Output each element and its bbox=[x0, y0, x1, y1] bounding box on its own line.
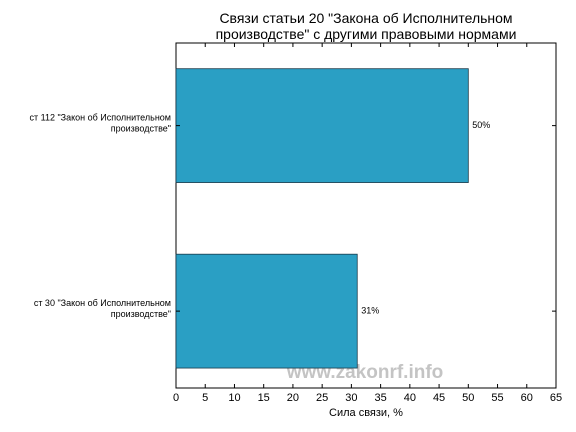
x-tick-label: 60 bbox=[521, 392, 533, 404]
bar bbox=[175, 68, 469, 183]
x-tick-label: 50 bbox=[462, 392, 474, 404]
bar bbox=[175, 253, 358, 369]
x-tick-label: 40 bbox=[404, 392, 416, 404]
x-tick-label: 5 bbox=[202, 392, 208, 404]
x-tick-label: 15 bbox=[258, 392, 270, 404]
x-tick-label: 10 bbox=[228, 392, 240, 404]
value-label: 31% bbox=[361, 306, 379, 316]
x-tick-label: 0 bbox=[173, 392, 179, 404]
chart-title: Связи статьи 20 "Закона об Исполнительно… bbox=[219, 10, 512, 26]
x-tick-label: 65 bbox=[550, 392, 562, 404]
x-tick-label: 55 bbox=[491, 392, 503, 404]
x-tick-label: 20 bbox=[287, 392, 299, 404]
chart-title: производстве" с другими правовыми нормам… bbox=[216, 26, 517, 42]
x-tick-label: 45 bbox=[433, 392, 445, 404]
y-tick-label: ст 112 "Закон об Исполнительном bbox=[29, 113, 171, 123]
x-tick-label: 30 bbox=[345, 392, 357, 404]
x-axis-label: Сила связи, % bbox=[329, 407, 403, 419]
x-tick-label: 35 bbox=[374, 392, 386, 404]
y-tick-label: производстве" bbox=[111, 309, 171, 319]
x-tick-label: 25 bbox=[316, 392, 328, 404]
y-tick-label: производстве" bbox=[111, 124, 171, 134]
value-label: 50% bbox=[472, 120, 490, 130]
y-tick-label: ст 30 "Закон об Исполнительном bbox=[34, 298, 171, 308]
